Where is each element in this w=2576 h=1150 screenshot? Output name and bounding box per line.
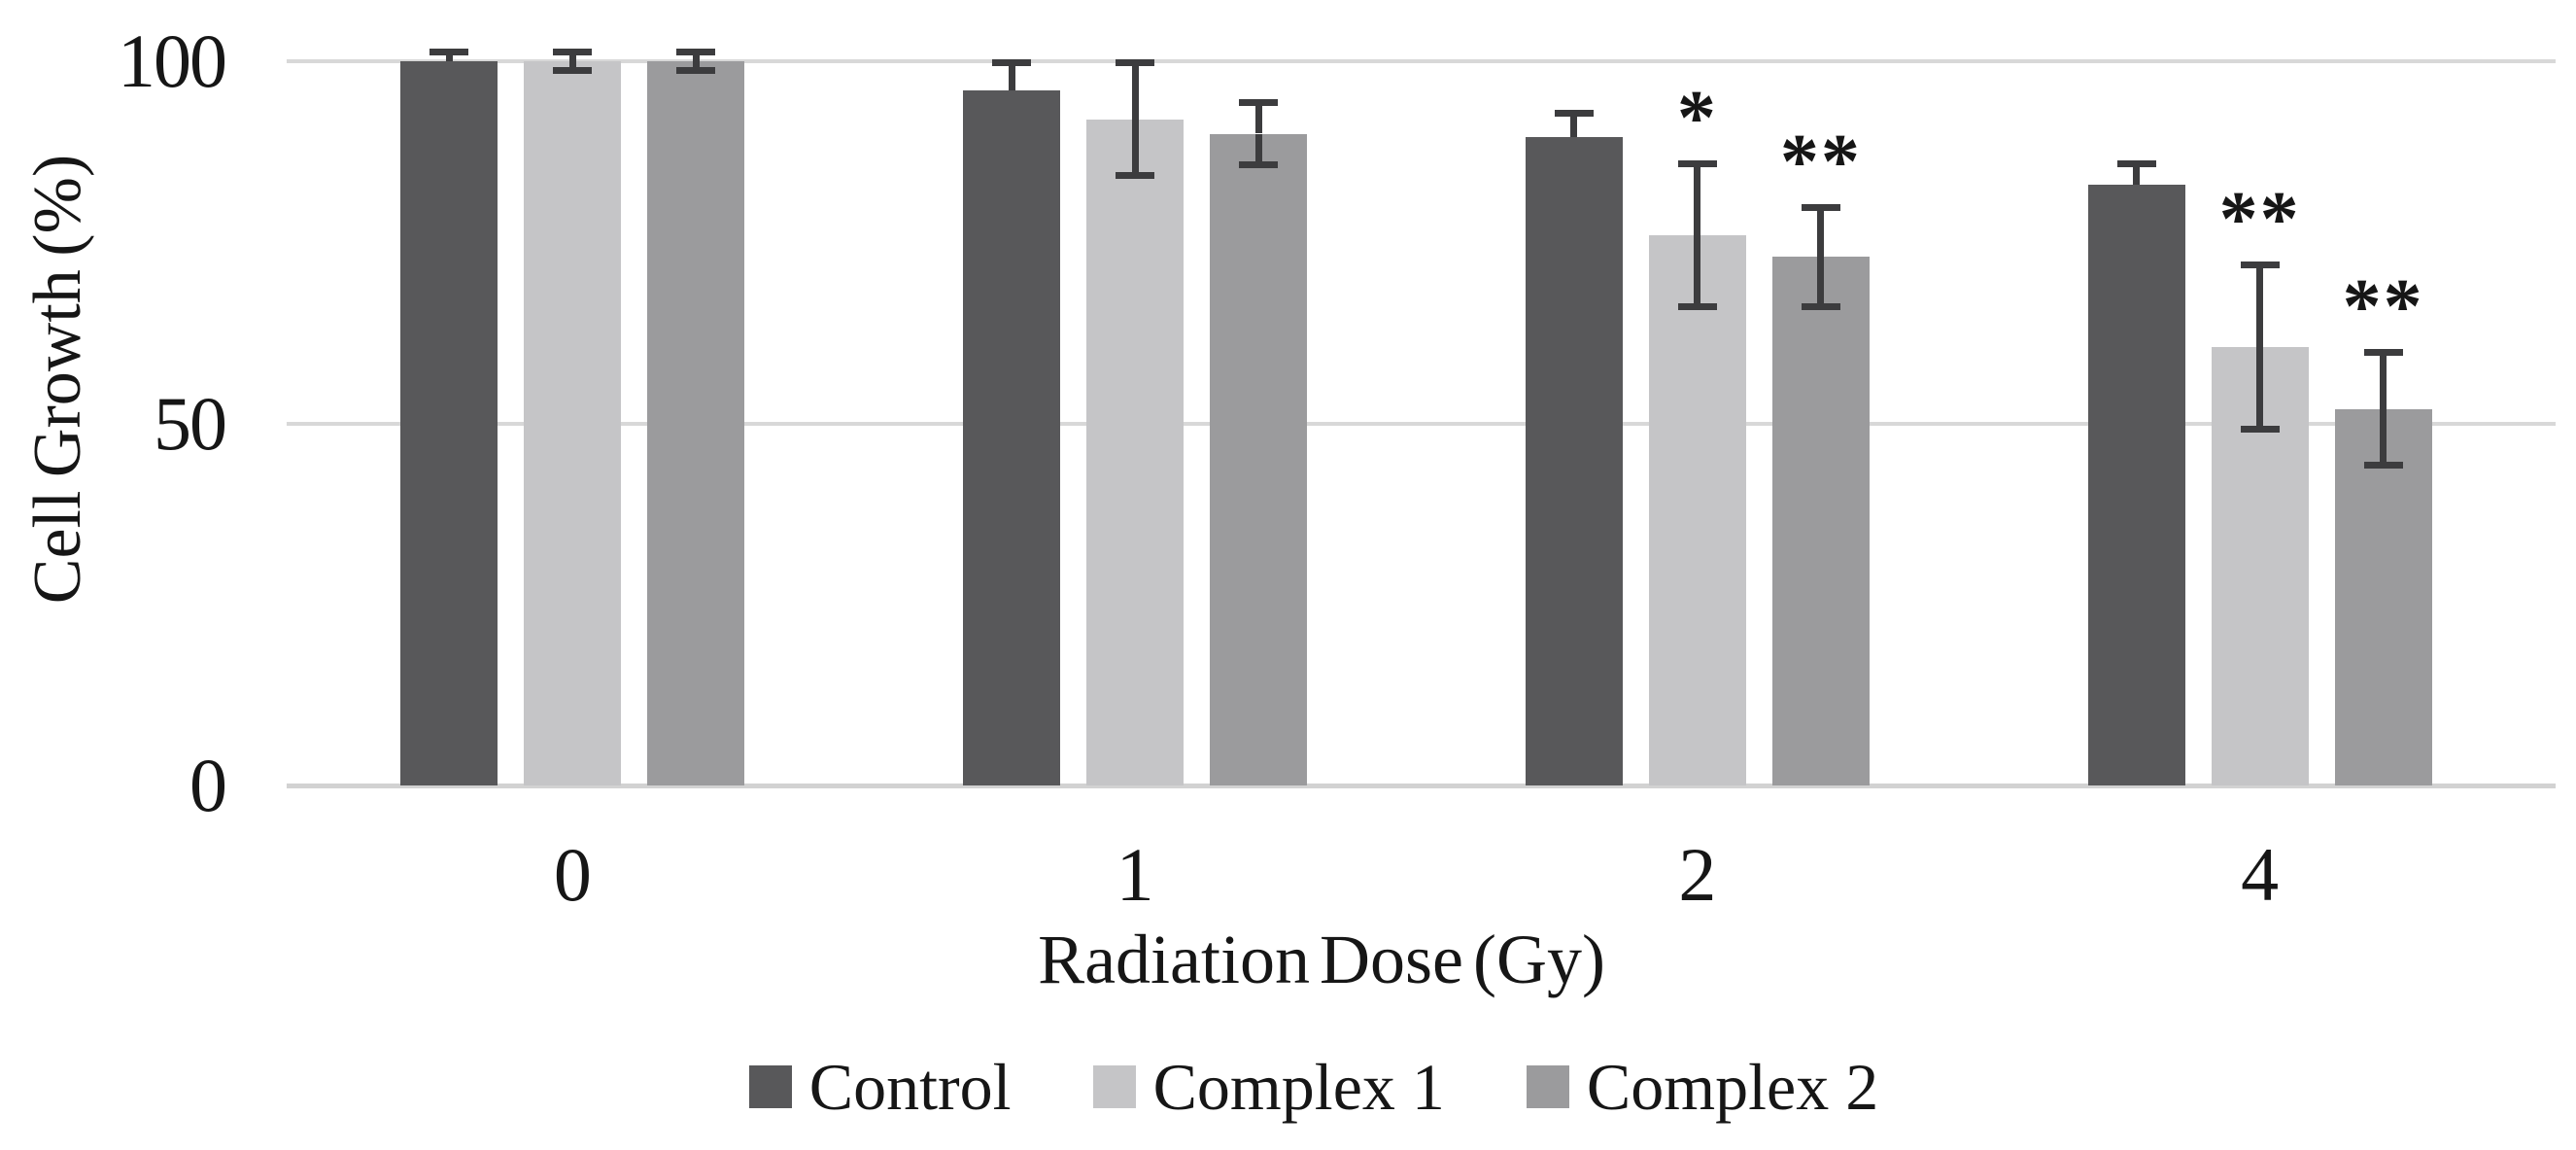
x-tick-label-1: 1 xyxy=(1116,832,1154,917)
legend-label: Control xyxy=(808,1050,1012,1124)
error-bar-upper-cap xyxy=(1239,98,1279,106)
y-tick-label-0: 0 xyxy=(189,743,227,827)
error-bar-lower-line xyxy=(692,61,700,69)
error-bar-upper-line xyxy=(2256,267,2264,348)
bar-complex-1-dose-0 xyxy=(524,61,622,785)
error-bar-lower-cap xyxy=(2363,462,2403,470)
error-bar-lower-line xyxy=(1694,234,1701,304)
error-bar-lower-cap xyxy=(1677,302,1717,310)
error-bar-lower-line xyxy=(2256,347,2264,428)
error-bar-lower-line xyxy=(568,61,576,69)
significance-marker: ** xyxy=(1779,119,1862,205)
legend-swatch xyxy=(748,1065,792,1108)
gridline-50 xyxy=(287,421,2556,426)
error-bar-upper-cap xyxy=(1677,160,1717,168)
error-bar-upper-line xyxy=(2380,354,2387,409)
bar-complex-2-dose-0 xyxy=(647,61,745,785)
significance-marker: ** xyxy=(2342,263,2424,350)
legend-swatch xyxy=(1526,1065,1569,1108)
error-bar-upper-cap xyxy=(553,48,593,55)
bar-complex-1-dose-1 xyxy=(1086,119,1185,785)
error-bar-upper-line xyxy=(1817,209,1825,258)
error-bar-upper-cap xyxy=(1801,203,1840,211)
error-bar-upper-cap xyxy=(1554,109,1594,117)
error-bar-upper-cap xyxy=(992,58,1032,66)
y-tick-label-50: 50 xyxy=(154,380,227,466)
legend: Control Complex 1 Complex 2 xyxy=(342,1052,2285,1122)
legend-label: Complex 2 xyxy=(1586,1050,1879,1124)
bar-complex-2-dose-1 xyxy=(1210,133,1308,785)
y-tick-label-100: 100 xyxy=(118,18,227,103)
error-bar-lower-cap xyxy=(1801,302,1840,310)
bar-complex-1-dose-2 xyxy=(1648,234,1746,785)
error-bar-upper-line xyxy=(692,53,700,61)
error-bar-upper-cap xyxy=(676,48,716,55)
error-bar-upper-cap xyxy=(429,48,469,55)
bar-control-dose-1 xyxy=(963,89,1061,785)
significance-marker: * xyxy=(1676,76,1718,162)
error-bar-upper-line xyxy=(1694,166,1701,235)
gridline-0 xyxy=(287,784,2556,788)
significance-marker: ** xyxy=(2218,177,2301,263)
error-bar-upper-line xyxy=(445,53,453,61)
error-bar-lower-line xyxy=(1254,133,1262,163)
error-bar-upper-line xyxy=(2133,166,2141,185)
error-bar-upper-cap xyxy=(1116,58,1155,66)
bar-complex-2-dose-2 xyxy=(1771,257,1870,785)
legend-item-complex-1: Complex 1 xyxy=(1092,1050,1445,1124)
legend-swatch xyxy=(1092,1065,1136,1108)
x-tick-label-4: 4 xyxy=(2241,832,2280,917)
bar-control-dose-0 xyxy=(400,61,498,785)
error-bar-upper-line xyxy=(1131,64,1139,120)
error-bar-lower-cap xyxy=(2240,426,2280,434)
error-bar-upper-cap xyxy=(2240,261,2280,269)
error-bar-upper-line xyxy=(1570,115,1578,138)
error-bar-upper-cap xyxy=(2116,160,2156,168)
bar-control-dose-4 xyxy=(2087,184,2185,785)
error-bar-lower-cap xyxy=(676,67,716,75)
x-tick-label-2: 2 xyxy=(1678,832,1717,917)
legend-label: Complex 1 xyxy=(1152,1050,1445,1124)
error-bar-lower-cap xyxy=(1239,161,1279,169)
bar-control-dose-2 xyxy=(1525,137,1623,785)
error-bar-lower-line xyxy=(2380,408,2387,464)
error-bar-upper-line xyxy=(1008,64,1015,90)
error-bar-upper-line xyxy=(1254,104,1262,134)
gridline-100 xyxy=(287,59,2556,63)
bar-complex-2-dose-4 xyxy=(2334,408,2432,785)
error-bar-upper-cap xyxy=(2363,348,2403,356)
error-bar-lower-cap xyxy=(553,67,593,75)
x-axis-title: Radiation Dose (Gy) xyxy=(1038,921,1605,998)
error-bar-lower-cap xyxy=(1116,172,1155,180)
error-bar-lower-line xyxy=(1817,257,1825,304)
legend-item-complex-2: Complex 2 xyxy=(1526,1050,1879,1124)
error-bar-upper-line xyxy=(568,53,576,61)
error-bar-lower-line xyxy=(1131,119,1139,174)
legend-item-control: Control xyxy=(748,1050,1012,1124)
x-tick-label-0: 0 xyxy=(553,832,592,917)
